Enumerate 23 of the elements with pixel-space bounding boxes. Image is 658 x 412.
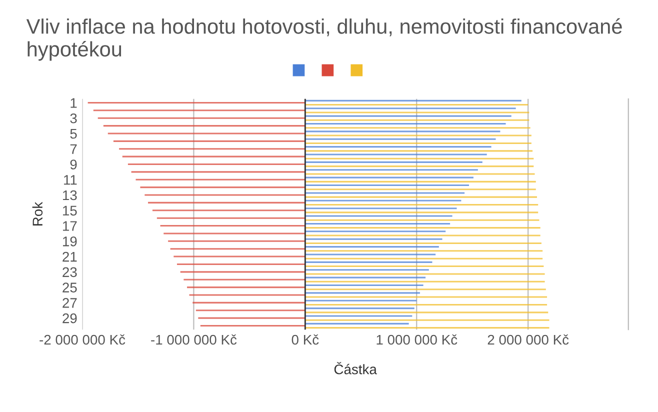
- y-tick-label: 7: [70, 144, 77, 154]
- y-tick-label: 15: [63, 206, 77, 216]
- chart-title: Vliv inflace na hodnotu hotovosti, dluhu, nemovitosti financované hypotékou: [26, 18, 622, 61]
- y-axis-title: Rok: [32, 202, 43, 226]
- x-tick-label: -1 000 000 Kč: [151, 334, 237, 345]
- y-tick-label: 25: [62, 282, 77, 292]
- x-axis-title: Částka: [334, 362, 377, 374]
- x-tick-label: 0 Kč: [292, 334, 319, 345]
- x-tick-label: 2 000 000 Kč: [488, 334, 569, 345]
- y-tick-label: 3: [70, 113, 77, 124]
- y-tick-label: 5: [70, 128, 77, 139]
- x-tick-label: 1 000 000 Kč: [376, 334, 458, 345]
- y-tick-label: 1: [70, 98, 77, 108]
- y-tick-label: 27: [62, 298, 77, 308]
- y-tick-label: 29: [62, 313, 77, 324]
- y-tick-label: 11: [64, 175, 77, 185]
- y-tick-label: 13: [63, 190, 77, 200]
- y-tick-label: 21: [62, 252, 77, 262]
- x-tick-label: -2 000 000 Kč: [40, 334, 126, 345]
- y-tick-label: 23: [62, 267, 77, 278]
- y-tick-label: 17: [63, 221, 77, 231]
- y-tick-label: 9: [70, 160, 77, 170]
- y-tick-label: 19: [63, 236, 77, 246]
